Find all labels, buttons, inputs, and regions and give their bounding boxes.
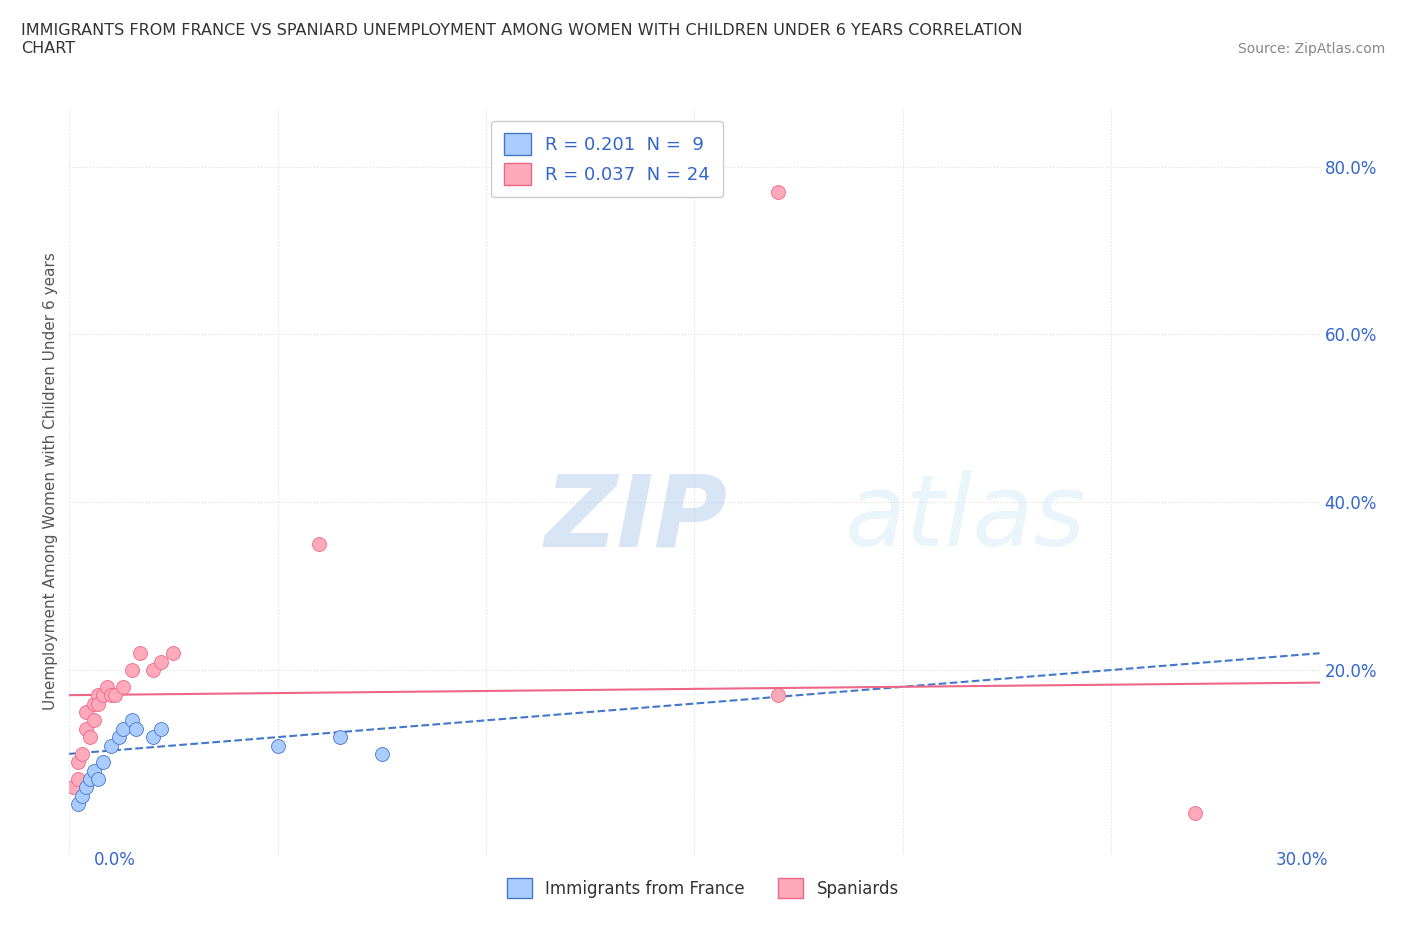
Point xyxy=(83,697,105,711)
Point xyxy=(125,722,148,737)
Point xyxy=(149,722,172,737)
Point xyxy=(329,730,352,745)
Point xyxy=(308,537,330,551)
Point xyxy=(121,662,143,677)
Point xyxy=(129,645,152,660)
Point xyxy=(87,687,110,702)
Point xyxy=(91,687,114,702)
Point xyxy=(162,645,184,660)
Point xyxy=(142,730,165,745)
Point xyxy=(62,780,84,795)
Point xyxy=(87,697,110,711)
Point xyxy=(766,184,789,199)
Point xyxy=(79,730,101,745)
Point xyxy=(104,687,127,702)
Text: 30.0%: 30.0% xyxy=(1277,851,1329,870)
Point xyxy=(100,687,122,702)
Text: Source: ZipAtlas.com: Source: ZipAtlas.com xyxy=(1237,42,1385,56)
Y-axis label: Unemployment Among Women with Children Under 6 years: Unemployment Among Women with Children U… xyxy=(44,252,58,711)
Point xyxy=(79,772,101,787)
Point xyxy=(96,679,118,694)
Legend: Immigrants from France, Spaniards: Immigrants from France, Spaniards xyxy=(501,871,905,905)
Point xyxy=(100,738,122,753)
Point xyxy=(75,780,97,795)
Text: atlas: atlas xyxy=(845,470,1085,567)
Point xyxy=(266,738,288,753)
Point xyxy=(66,755,89,770)
Legend: R = 0.201  N =  9, R = 0.037  N = 24: R = 0.201 N = 9, R = 0.037 N = 24 xyxy=(491,121,723,197)
Point xyxy=(371,747,394,762)
Point xyxy=(66,797,89,812)
Point xyxy=(83,764,105,778)
Point xyxy=(121,713,143,728)
Text: IMMIGRANTS FROM FRANCE VS SPANIARD UNEMPLOYMENT AMONG WOMEN WITH CHILDREN UNDER : IMMIGRANTS FROM FRANCE VS SPANIARD UNEMP… xyxy=(21,23,1022,56)
Point xyxy=(91,755,114,770)
Point xyxy=(87,772,110,787)
Text: 0.0%: 0.0% xyxy=(94,851,136,870)
Point xyxy=(112,722,135,737)
Point xyxy=(142,662,165,677)
Point xyxy=(70,747,93,762)
Text: ZIP: ZIP xyxy=(544,470,727,567)
Point xyxy=(75,705,97,720)
Point xyxy=(70,789,93,804)
Point xyxy=(766,687,789,702)
Point xyxy=(112,679,135,694)
Point xyxy=(66,772,89,787)
Point xyxy=(149,654,172,669)
Point xyxy=(1184,805,1206,820)
Point xyxy=(83,713,105,728)
Point xyxy=(108,730,131,745)
Point xyxy=(75,722,97,737)
